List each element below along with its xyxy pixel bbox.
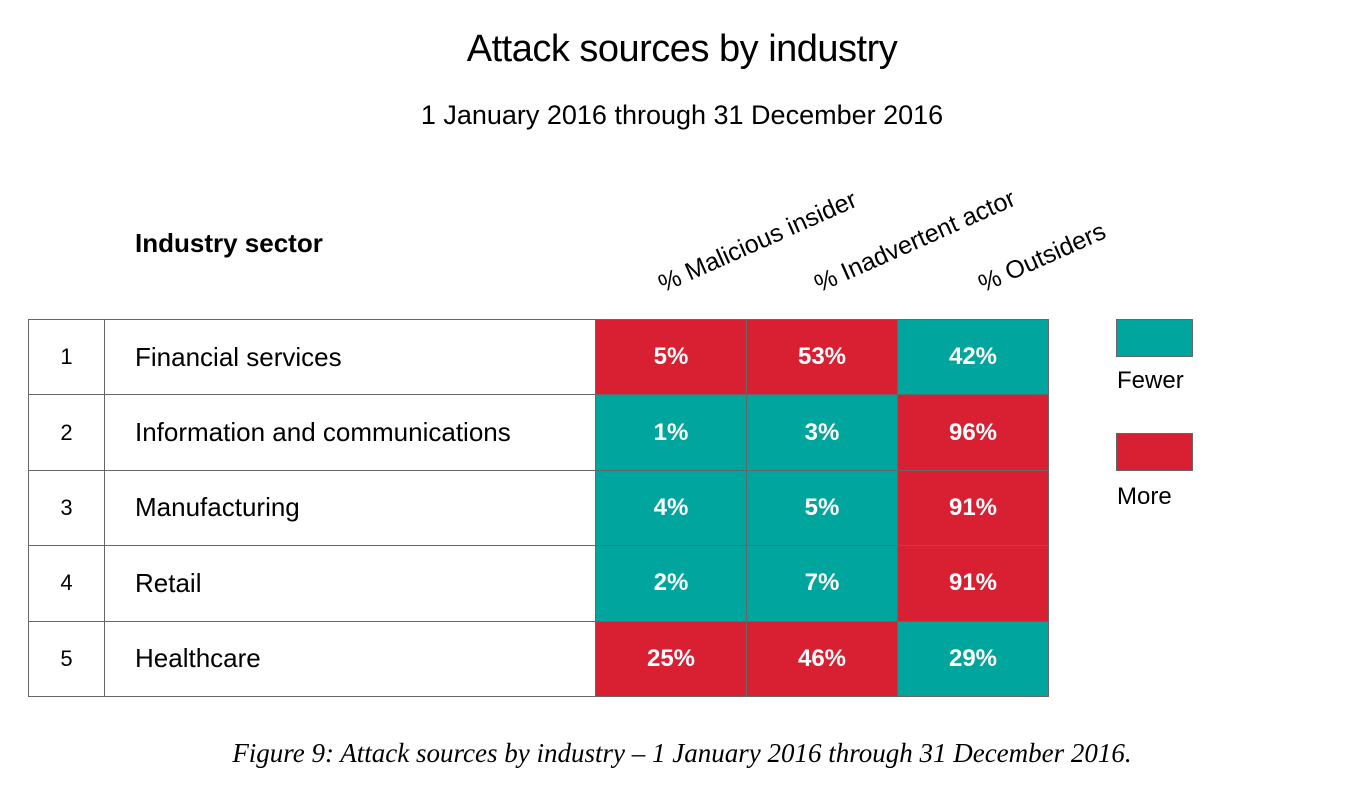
heatmap-cell: 42% bbox=[897, 318, 1049, 396]
heatmap-cell: 5% bbox=[595, 318, 747, 396]
row-rank: 5 bbox=[28, 620, 105, 697]
row-rank: 2 bbox=[28, 394, 105, 471]
heatmap-cell: 1% bbox=[595, 394, 747, 471]
column-header-outsiders: % Outsiders bbox=[974, 217, 1110, 299]
row-header: Industry sector bbox=[135, 228, 323, 258]
chart-subtitle: 1 January 2016 through 31 December 2016 bbox=[420, 100, 944, 130]
heatmap-cell: 7% bbox=[746, 545, 898, 622]
row-sector: Healthcare bbox=[104, 620, 596, 697]
heatmap-cell: 25% bbox=[595, 620, 747, 697]
heatmap-cell: 29% bbox=[897, 620, 1049, 697]
heatmap-cell: 2% bbox=[595, 545, 747, 622]
legend-swatch-fewer bbox=[1116, 319, 1193, 357]
row-sector: Information and communications bbox=[104, 394, 596, 471]
legend-label-fewer: Fewer bbox=[1117, 367, 1184, 394]
table-row: 4 Retail 2% 7% 91% bbox=[28, 545, 1049, 622]
row-sector: Manufacturing bbox=[104, 469, 596, 547]
table-row: 3 Manufacturing 4% 5% 91% bbox=[28, 469, 1049, 547]
heatmap-cell: 91% bbox=[897, 545, 1049, 622]
figure-caption: Figure 9: Attack sources by industry – 1… bbox=[232, 738, 1132, 768]
heatmap-cell: 46% bbox=[746, 620, 898, 697]
heatmap-cell: 5% bbox=[746, 469, 898, 547]
chart-title: Attack sources by industry bbox=[466, 28, 898, 70]
heatmap-cell: 96% bbox=[897, 394, 1049, 471]
heatmap-table: 1 Financial services 5% 53% 42% 2 Information … bbox=[28, 318, 1049, 697]
legend-swatch-more bbox=[1116, 433, 1193, 471]
heatmap-cell: 91% bbox=[897, 469, 1049, 547]
table-row: 5 Healthcare 25% 46% 29% bbox=[28, 620, 1049, 697]
row-rank: 1 bbox=[28, 318, 105, 396]
row-rank: 4 bbox=[28, 545, 105, 622]
heatmap-cell: 53% bbox=[746, 318, 898, 396]
table-row: 2 Information and communications 1% 3% 96% bbox=[28, 394, 1049, 471]
legend-label-more: More bbox=[1117, 483, 1172, 510]
row-rank: 3 bbox=[28, 469, 105, 547]
table-row: 1 Financial services 5% 53% 42% bbox=[28, 318, 1049, 396]
row-sector: Financial services bbox=[104, 318, 596, 396]
row-sector: Retail bbox=[104, 545, 596, 622]
heatmap-cell: 3% bbox=[746, 394, 898, 471]
heatmap-cell: 4% bbox=[595, 469, 747, 547]
